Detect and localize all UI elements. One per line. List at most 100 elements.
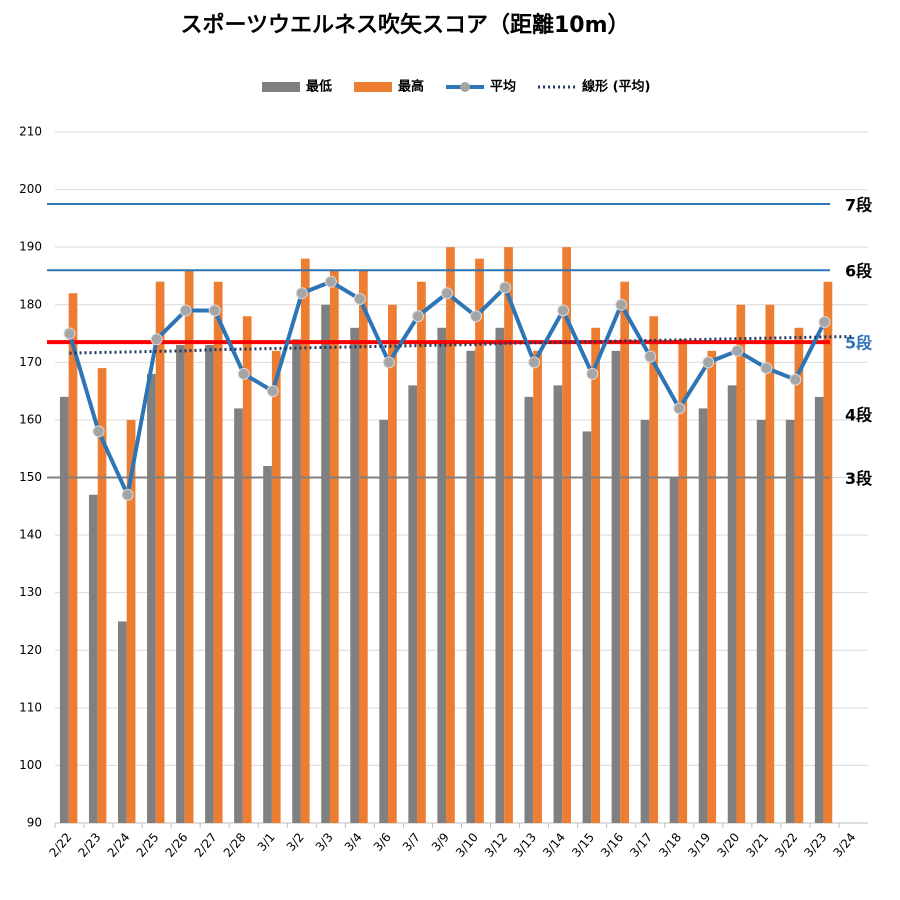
bar xyxy=(562,247,571,823)
bar xyxy=(669,477,679,823)
y-tick-label: 160 xyxy=(19,412,42,426)
bar xyxy=(466,350,476,823)
average-marker xyxy=(208,304,221,317)
x-tick-label: 3/2 xyxy=(284,830,307,854)
bar xyxy=(649,316,659,823)
bar xyxy=(524,396,534,823)
bar xyxy=(582,431,592,823)
bar xyxy=(388,304,397,823)
x-tick-label: 3/21 xyxy=(743,830,771,860)
bar xyxy=(698,408,708,823)
y-tick-label: 140 xyxy=(19,528,42,542)
bar xyxy=(350,327,360,823)
x-tick-label: 2/28 xyxy=(221,830,249,860)
x-tick-label: 3/20 xyxy=(714,830,742,860)
x-tick-label: 3/19 xyxy=(685,830,713,860)
bar xyxy=(823,281,833,823)
bar xyxy=(504,247,513,823)
bar xyxy=(68,293,78,823)
average-marker xyxy=(92,425,105,438)
bar xyxy=(785,419,795,823)
average-marker xyxy=(324,275,337,288)
bar xyxy=(59,396,69,823)
y-tick-label: 150 xyxy=(19,470,42,484)
bar xyxy=(379,419,389,823)
legend-label: 平均 xyxy=(490,79,516,95)
chart-title: スポーツウエルネス吹矢スコア（距離10m） xyxy=(180,12,629,38)
bar xyxy=(756,419,766,823)
y-tick-label: 190 xyxy=(19,240,42,254)
bar xyxy=(437,327,447,823)
x-tick-label: 3/3 xyxy=(313,830,336,854)
bar xyxy=(553,385,563,823)
x-tick-label: 3/18 xyxy=(656,830,684,860)
legend-label: 線形 (平均) xyxy=(582,79,650,95)
bar xyxy=(736,304,746,823)
bar xyxy=(263,465,272,823)
x-tick-label: 3/9 xyxy=(429,830,452,854)
x-tick-label: 2/22 xyxy=(46,830,74,860)
bar xyxy=(329,270,339,823)
y-tick-label: 180 xyxy=(19,297,42,311)
y-tick-label: 90 xyxy=(27,816,42,830)
reference-label: 4段 xyxy=(845,406,873,425)
average-marker xyxy=(702,356,715,369)
bar xyxy=(242,316,252,823)
bar xyxy=(446,247,455,823)
average-marker xyxy=(266,385,279,398)
x-tick-label: 3/4 xyxy=(342,830,365,854)
average-marker xyxy=(353,292,366,305)
bar xyxy=(97,368,107,823)
x-tick-label: 3/22 xyxy=(772,830,800,860)
x-tick-label: 2/26 xyxy=(163,830,191,860)
bar xyxy=(814,396,824,823)
bar xyxy=(707,350,717,823)
legend-label: 最高 xyxy=(398,79,424,95)
bar xyxy=(271,350,281,823)
x-tick-label: 2/25 xyxy=(134,830,162,860)
bar xyxy=(321,304,330,823)
average-marker xyxy=(731,344,744,357)
average-marker xyxy=(586,367,599,380)
y-tick-label: 120 xyxy=(19,643,42,657)
bar xyxy=(234,408,243,823)
average-marker xyxy=(237,367,250,380)
average-marker xyxy=(382,356,395,369)
bar xyxy=(126,419,136,823)
average-marker xyxy=(615,298,628,311)
y-tick-label: 200 xyxy=(19,182,42,196)
legend-swatch xyxy=(262,82,300,92)
legend-marker xyxy=(460,82,471,92)
bar xyxy=(678,339,688,823)
bar xyxy=(408,385,418,823)
reference-label: 3段 xyxy=(845,469,873,488)
x-tick-label: 3/16 xyxy=(598,830,626,860)
y-tick-label: 100 xyxy=(19,758,42,772)
bar xyxy=(213,281,223,823)
y-tick-label: 210 xyxy=(19,125,42,139)
bar xyxy=(495,327,505,823)
bar xyxy=(475,258,484,823)
legend-swatch xyxy=(354,82,393,92)
bar xyxy=(794,327,804,823)
average-marker xyxy=(673,402,686,415)
bar xyxy=(88,494,98,823)
average-marker xyxy=(295,287,308,300)
x-tick-label: 3/13 xyxy=(511,830,539,860)
x-tick-label: 3/14 xyxy=(540,830,568,860)
x-tick-label: 3/23 xyxy=(801,830,829,860)
bar xyxy=(591,327,601,823)
bar xyxy=(765,304,775,823)
bar xyxy=(176,345,185,823)
y-tick-label: 130 xyxy=(19,585,42,599)
x-tick-label: 2/23 xyxy=(75,830,103,860)
average-marker xyxy=(179,304,192,317)
bar xyxy=(118,621,127,823)
bar xyxy=(620,281,630,823)
x-tick-label: 3/1 xyxy=(255,830,278,854)
bar xyxy=(184,270,194,823)
x-tick-label: 3/15 xyxy=(569,830,597,860)
average-marker xyxy=(644,350,657,363)
y-tick-label: 110 xyxy=(19,700,42,714)
